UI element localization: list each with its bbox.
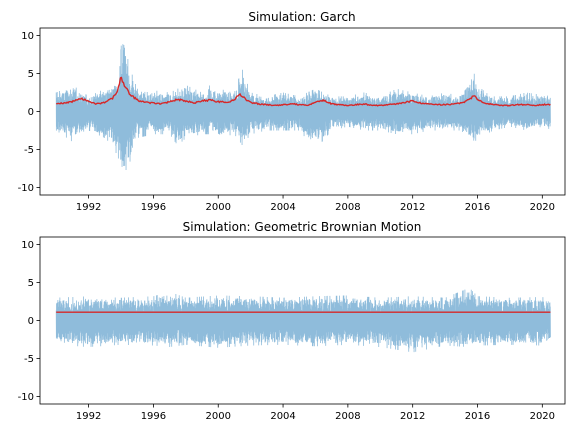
x-tick-label: 2012 bbox=[400, 202, 425, 213]
garch-plot-area: -10 -5 0 5 10 1992 1996 2000 2004 2008 2012 2016 202… bbox=[18, 27, 566, 213]
x-tick-label: 2000 bbox=[206, 411, 231, 422]
gbm-plot-area: -10 -5 0 5 10 1992 1996 2000 2004 2008 2012 2016 202… bbox=[18, 236, 566, 422]
x-tick-label: 2000 bbox=[206, 202, 231, 213]
y-tick-label: 10 bbox=[21, 31, 34, 42]
y-tick-label: -5 bbox=[24, 145, 34, 156]
chart-title-gbm: Simulation: Geometric Brownian Motion bbox=[183, 220, 422, 234]
y-tick-label: 0 bbox=[28, 316, 34, 327]
y-tick-label: -10 bbox=[18, 183, 34, 194]
volatility-series-line bbox=[56, 76, 551, 107]
y-tick-label: -5 bbox=[24, 354, 34, 365]
y-tick-label: -10 bbox=[18, 392, 34, 403]
x-tick-label: 2020 bbox=[530, 202, 555, 213]
y-tick-label: 0 bbox=[28, 107, 34, 118]
x-tick-label: 1996 bbox=[141, 202, 166, 213]
chart-title-garch: Simulation: Garch bbox=[248, 10, 355, 24]
x-tick-label: 2008 bbox=[335, 411, 360, 422]
returns-series-line bbox=[55, 289, 551, 353]
x-tick-label: 2020 bbox=[530, 411, 555, 422]
x-tick-label: 2016 bbox=[465, 411, 490, 422]
x-tick-label: 2012 bbox=[400, 411, 425, 422]
y-tick-label: 5 bbox=[28, 69, 34, 80]
y-tick-label: 5 bbox=[28, 278, 34, 289]
x-tick-label: 2008 bbox=[335, 202, 360, 213]
x-tick-label: 1996 bbox=[141, 411, 166, 422]
x-tick-label: 1992 bbox=[76, 202, 101, 213]
x-tick-label: 2004 bbox=[270, 411, 295, 422]
x-tick-label: 2004 bbox=[270, 202, 295, 213]
x-tick-label: 2016 bbox=[465, 202, 490, 213]
y-tick-label: 10 bbox=[21, 240, 34, 251]
returns-series-line bbox=[55, 44, 551, 171]
x-tick-label: 1992 bbox=[76, 411, 101, 422]
